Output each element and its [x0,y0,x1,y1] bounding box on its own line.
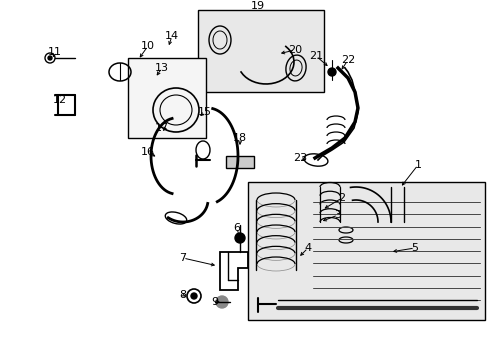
Text: 13: 13 [155,63,169,73]
Text: 18: 18 [232,133,246,143]
Circle shape [235,233,244,243]
Bar [247,182,484,320]
Text: 10: 10 [141,41,155,51]
Circle shape [48,56,52,60]
Text: 12: 12 [53,95,67,105]
Text: 7: 7 [179,253,186,263]
Text: 19: 19 [250,1,264,11]
Text: 5: 5 [411,243,418,253]
Text: 14: 14 [164,31,179,41]
Text: 6: 6 [233,223,240,233]
Text: 4: 4 [304,243,311,253]
Text: 9: 9 [211,297,218,307]
Circle shape [327,68,335,76]
Circle shape [216,296,227,308]
Text: 8: 8 [179,290,186,300]
Circle shape [191,293,197,299]
Bar [128,58,205,138]
Text: 11: 11 [48,47,62,57]
Bar [225,156,253,168]
Text: 1: 1 [414,160,421,170]
Text: 3: 3 [334,210,341,220]
Text: 2: 2 [338,193,345,203]
Text: 17: 17 [155,123,169,133]
Text: 21: 21 [308,51,323,61]
Text: 22: 22 [340,55,354,65]
Text: 23: 23 [292,153,306,163]
Text: 15: 15 [198,107,212,117]
Text: 16: 16 [141,147,155,157]
Bar [198,10,324,92]
Text: 20: 20 [287,45,302,55]
